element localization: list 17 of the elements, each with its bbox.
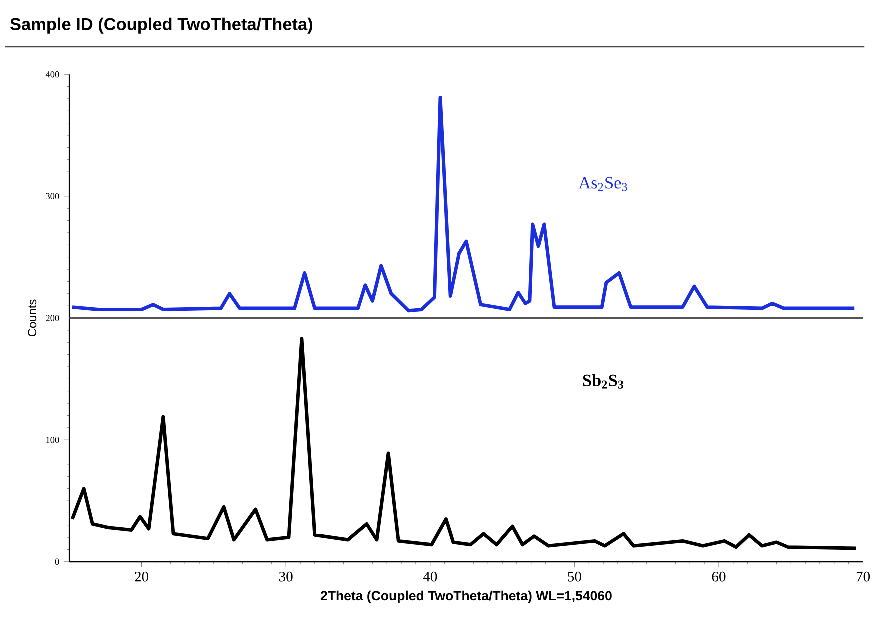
chart-title: Sample ID (Coupled TwoTheta/Theta) [10,18,312,34]
line-series [70,96,856,313]
y-tick-label: 400 [46,72,60,78]
x-axis-title: 2Theta (Coupled TwoTheta/Theta) WL=1,54060 [320,591,612,604]
x-tick-label: 50 [568,572,582,582]
y-tick-label: 300 [46,193,60,200]
text: Sb$_{2}$S$_{3}$ [583,374,624,390]
x-tick-label: 40 [423,572,438,582]
y-tick-label: 0 [55,558,60,566]
x-tick-label: 20 [135,572,149,582]
y-tick-label: 100 [46,437,60,444]
y-axis-title: Counts [28,300,37,337]
x-tick-label: 70 [856,572,870,582]
x-tick-label: 60 [712,572,726,582]
text: As$_{2}$Se$_{3}$ [578,177,628,192]
y-tick-label: 200 [46,315,60,322]
x-tick-label: 30 [279,572,293,582]
